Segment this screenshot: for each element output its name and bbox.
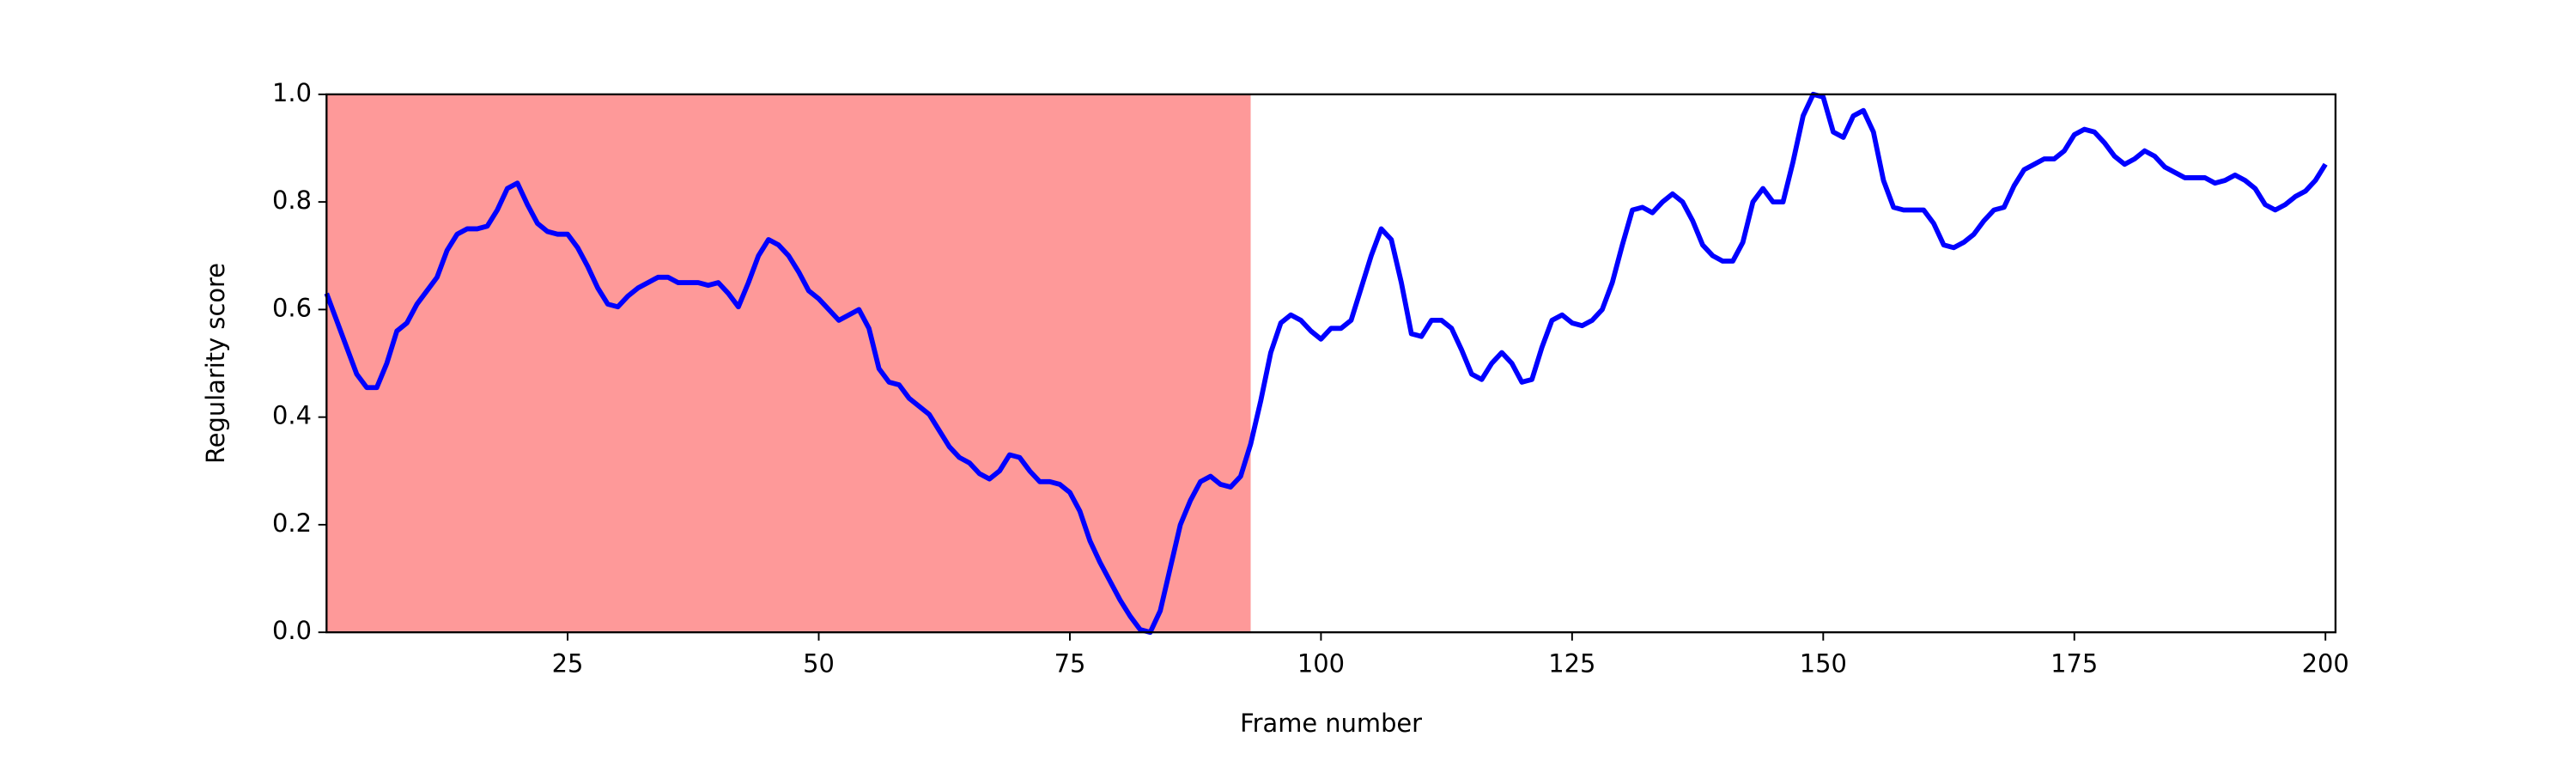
y-tick-label: 0.8	[272, 186, 312, 215]
x-tick-label: 25	[552, 648, 584, 678]
y-axis-label: Regularity score	[201, 263, 230, 464]
plot-frame	[325, 93, 2337, 634]
x-tick-label: 175	[2050, 648, 2098, 678]
line-series	[324, 91, 2328, 636]
highlight-region	[326, 94, 1251, 633]
y-tick-label: 1.0	[272, 78, 312, 107]
x-tick-label: 75	[1054, 648, 1086, 678]
x-axis-label: Frame number	[1240, 709, 1422, 738]
x-tick-label: 125	[1548, 648, 1595, 678]
y-tick-label: 0.0	[272, 616, 312, 645]
x-tick-label: 150	[1800, 648, 1847, 678]
x-tick-label: 200	[2302, 648, 2349, 678]
x-tick-label: 100	[1297, 648, 1345, 678]
y-tick-label: 0.6	[272, 293, 312, 322]
y-tick-label: 0.2	[272, 508, 312, 538]
y-tick-label: 0.4	[272, 401, 312, 430]
x-tick-label: 50	[803, 648, 835, 678]
